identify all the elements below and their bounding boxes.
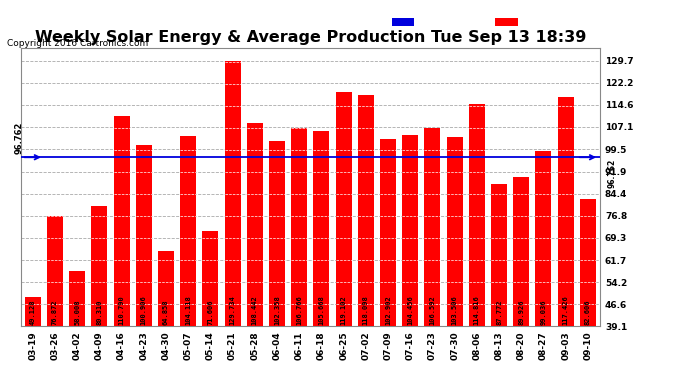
Text: 89.926: 89.926 xyxy=(518,299,524,325)
Text: 102.358: 102.358 xyxy=(274,295,280,325)
Bar xyxy=(535,151,551,326)
Text: 106.766: 106.766 xyxy=(296,295,302,325)
Text: 99.036: 99.036 xyxy=(540,299,546,325)
Text: 102.902: 102.902 xyxy=(385,295,391,325)
Bar xyxy=(180,136,196,326)
Bar xyxy=(491,184,507,326)
Text: 105.668: 105.668 xyxy=(318,295,324,325)
Bar xyxy=(91,206,108,326)
Title: Weekly Solar Energy & Average Production Tue Sep 13 18:39: Weekly Solar Energy & Average Production… xyxy=(34,30,586,45)
Text: 76.872: 76.872 xyxy=(52,299,58,325)
Text: 87.772: 87.772 xyxy=(496,299,502,325)
Text: 96.762: 96.762 xyxy=(15,122,24,154)
Bar xyxy=(25,297,41,326)
Bar xyxy=(313,131,329,326)
Bar xyxy=(580,199,596,326)
Bar xyxy=(136,145,152,326)
Bar xyxy=(69,271,85,326)
Text: 108.442: 108.442 xyxy=(252,295,258,325)
Bar xyxy=(47,216,63,326)
Text: 119.102: 119.102 xyxy=(341,295,346,325)
Text: 110.790: 110.790 xyxy=(119,295,125,325)
Text: Copyright 2016 Cartronics.com: Copyright 2016 Cartronics.com xyxy=(7,39,148,48)
Text: 96.762: 96.762 xyxy=(608,159,617,188)
Text: 64.858: 64.858 xyxy=(163,299,169,325)
Bar xyxy=(335,92,352,326)
Text: 71.606: 71.606 xyxy=(208,299,213,325)
Bar xyxy=(291,128,307,326)
Text: 106.592: 106.592 xyxy=(429,295,435,325)
Bar xyxy=(247,123,263,326)
Text: 58.008: 58.008 xyxy=(74,299,80,325)
Bar xyxy=(424,128,440,326)
Bar xyxy=(202,231,218,326)
Text: 117.426: 117.426 xyxy=(562,295,569,325)
Text: 82.606: 82.606 xyxy=(585,299,591,325)
Text: 80.310: 80.310 xyxy=(97,299,102,325)
Bar xyxy=(469,104,485,326)
Text: 103.506: 103.506 xyxy=(452,295,457,325)
Text: 104.118: 104.118 xyxy=(185,295,191,325)
Text: 100.906: 100.906 xyxy=(141,295,147,325)
Bar xyxy=(269,141,285,326)
Bar xyxy=(402,135,418,326)
Bar xyxy=(114,116,130,326)
Bar xyxy=(225,60,241,326)
Text: 118.098: 118.098 xyxy=(363,295,369,325)
Bar xyxy=(513,177,529,326)
Text: 49.128: 49.128 xyxy=(30,299,36,325)
Bar xyxy=(446,138,463,326)
Text: 104.456: 104.456 xyxy=(407,295,413,325)
Bar xyxy=(380,139,396,326)
Text: 114.816: 114.816 xyxy=(474,295,480,325)
Bar xyxy=(358,94,374,326)
Bar xyxy=(158,251,174,326)
Text: 129.734: 129.734 xyxy=(230,295,235,325)
Bar xyxy=(558,97,573,326)
Legend: Average (kWh), Weekly (kWh): Average (kWh), Weekly (kWh) xyxy=(390,16,593,29)
